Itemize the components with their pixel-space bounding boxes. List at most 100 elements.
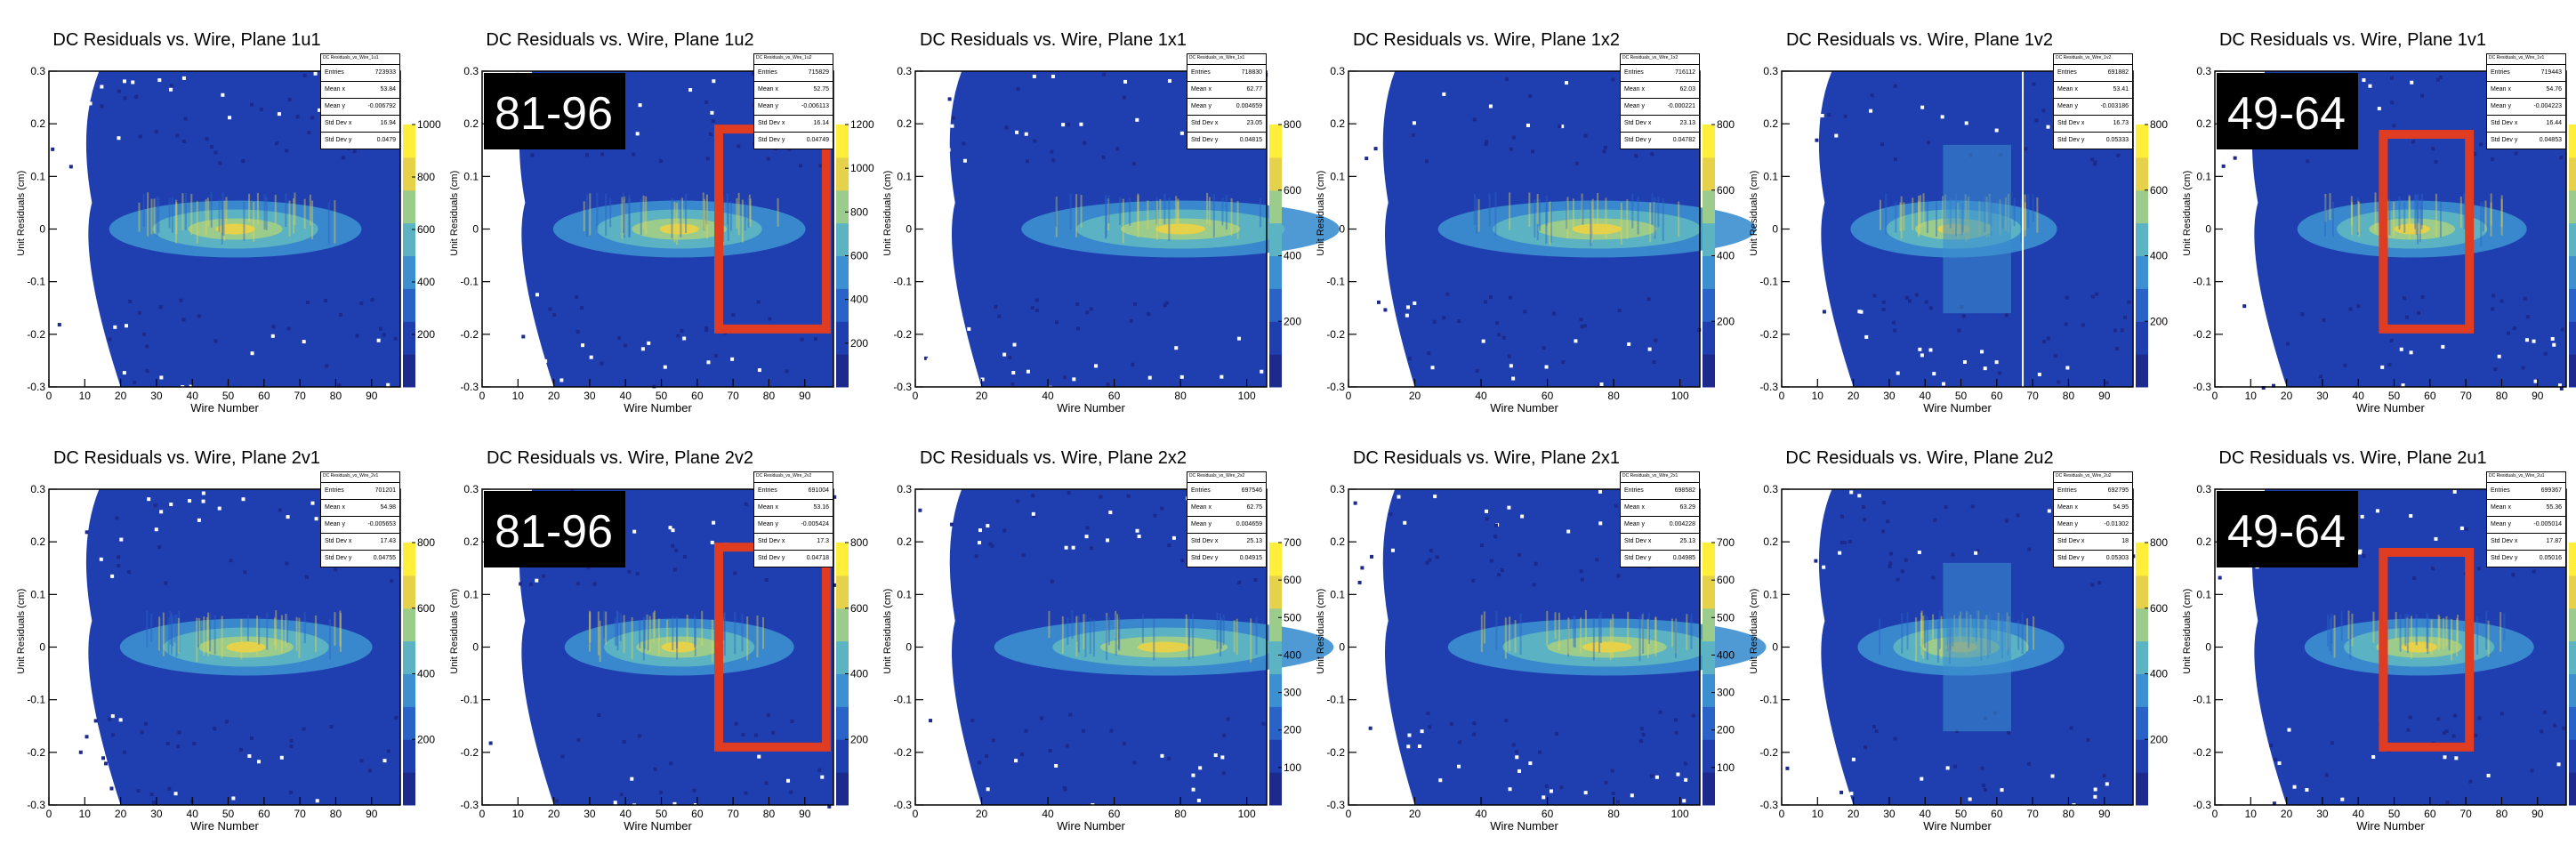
stats-row: Entries 697546 <box>1187 483 1266 500</box>
y-tick-label: 0 <box>39 641 45 654</box>
heatmap-speckle <box>2491 307 2495 311</box>
heatmap-speckle <box>1485 517 1489 521</box>
heatmap-speckle <box>1917 550 1921 554</box>
heatmap-speckle <box>733 571 737 575</box>
heatmap-speckle <box>2476 567 2481 571</box>
heatmap-speckle <box>2521 366 2525 370</box>
band-streak <box>2358 201 2361 237</box>
heatmap-speckle <box>967 326 971 331</box>
band-streak <box>675 617 678 648</box>
heatmap-speckle <box>1617 309 1622 313</box>
heatmap-speckle <box>2420 295 2425 300</box>
heatmap-speckle <box>85 735 89 739</box>
stats-value: -0.01302 <box>2104 521 2129 527</box>
heatmap-speckle <box>1523 310 1527 314</box>
heatmap-speckle <box>786 778 791 783</box>
heatmap-speckle <box>1353 501 1357 505</box>
heatmap-speckle <box>1598 382 1602 387</box>
heatmap-speckle <box>1807 90 1812 94</box>
heatmap-speckle <box>314 517 318 521</box>
heatmap-speckle <box>1924 300 1928 304</box>
band-streak <box>2451 618 2453 661</box>
heatmap-speckle <box>519 346 524 350</box>
band-streak <box>1077 616 1080 653</box>
heatmap-speckle <box>2000 788 2004 793</box>
band-streak <box>1137 193 1139 229</box>
y-tick-label: -0.3 <box>1326 799 1345 811</box>
heatmap-speckle <box>1429 549 1433 553</box>
stats-row: Mean x 54.95 <box>2054 500 2132 517</box>
x-tick-label: 30 <box>1883 390 1896 402</box>
heatmap-speckle <box>61 323 66 327</box>
heatmap-speckle <box>2057 380 2061 384</box>
band-streak <box>1177 201 1179 232</box>
heatmap-speckle <box>1050 149 1054 154</box>
x-tick-label: 20 <box>548 390 560 402</box>
x-tick-label: 20 <box>1409 390 1421 402</box>
x-tick-label: 50 <box>222 808 235 820</box>
heatmap-speckle <box>2436 717 2441 721</box>
band-streak <box>1646 618 1649 659</box>
heatmap-speckle <box>1891 320 1896 325</box>
heatmap-speckle <box>125 324 129 328</box>
heatmap-speckle <box>1198 766 1203 770</box>
band-streak <box>294 192 296 226</box>
band-streak <box>1901 613 1904 654</box>
stats-key: Mean x <box>2057 86 2078 93</box>
color-scale-segment <box>1703 354 1715 388</box>
band-streak <box>1878 618 1880 655</box>
heatmap-speckle <box>710 540 714 544</box>
band-streak <box>2403 201 2406 233</box>
heatmap-speckle <box>581 343 585 348</box>
stats-key: Std Dev x <box>325 538 352 544</box>
band-peak <box>661 641 697 653</box>
heatmap-speckle <box>2024 147 2028 151</box>
stats-box: DC Residuals_vs_Wire_1x2 Entries 716112 Mea… <box>1620 53 1700 149</box>
heatmap-speckle <box>1788 126 1792 131</box>
heatmap-speckle <box>833 495 837 499</box>
heatmap-speckle <box>1874 729 1879 734</box>
x-tick-label: 10 <box>2245 390 2258 402</box>
heatmap-speckle <box>580 306 584 310</box>
x-tick-label: 10 <box>1812 390 1824 402</box>
stats-value: -0.004223 <box>2533 103 2562 109</box>
x-tick-label: 0 <box>1779 390 1785 402</box>
heatmap-speckle <box>2532 569 2536 574</box>
band-streak <box>2490 193 2492 226</box>
y-axis-label: Unit Residuals (cm) <box>1316 171 1326 256</box>
heatmap-speckle <box>1918 347 1922 351</box>
band-streak <box>210 192 213 228</box>
stats-value: 25.13 <box>1679 538 1695 544</box>
heatmap-speckle <box>974 804 978 809</box>
stats-row: Std Dev y 0.05016 <box>2487 551 2565 567</box>
stats-box: DC Residuals_vs_Wire_1v1 Entries 719443 Mea… <box>2486 53 2566 149</box>
x-axis-label: Wire Number <box>624 401 692 414</box>
heatmap-speckle <box>1083 141 1087 145</box>
color-scale-segment <box>1703 673 1715 707</box>
band-streak <box>2443 617 2445 649</box>
x-tick-label: 0 <box>1779 808 1785 820</box>
color-scale-segment <box>2569 288 2576 322</box>
heatmap-speckle <box>1054 763 1059 768</box>
band-streak <box>2415 194 2418 235</box>
heatmap-speckle <box>2430 567 2435 571</box>
heatmap-speckle <box>1827 326 1831 331</box>
x-tick-label: 60 <box>1991 390 2003 402</box>
heatmap-speckle <box>734 721 738 726</box>
heatmap-speckle <box>1615 800 1620 804</box>
stats-box: DC Residuals_vs_Wire_2x2 Entries 697546 Mea… <box>1187 471 1267 567</box>
heatmap-speckle <box>1639 739 1644 744</box>
stats-key: Std Dev x <box>2057 538 2085 544</box>
band-streak <box>673 202 676 243</box>
heatmap-speckle <box>555 799 559 803</box>
heatmap-speckle <box>201 491 205 495</box>
heatmap-speckle <box>1647 347 1652 351</box>
heatmap-speckle <box>1542 346 1546 350</box>
band-streak <box>605 611 608 645</box>
heatmap-speckle <box>653 767 657 771</box>
heatmap-speckle <box>393 336 398 341</box>
heatmap-speckle <box>1517 769 1522 773</box>
heatmap-speckle <box>744 502 748 506</box>
stats-value: -0.006113 <box>801 103 829 109</box>
stats-key: Std Dev x <box>758 538 785 544</box>
